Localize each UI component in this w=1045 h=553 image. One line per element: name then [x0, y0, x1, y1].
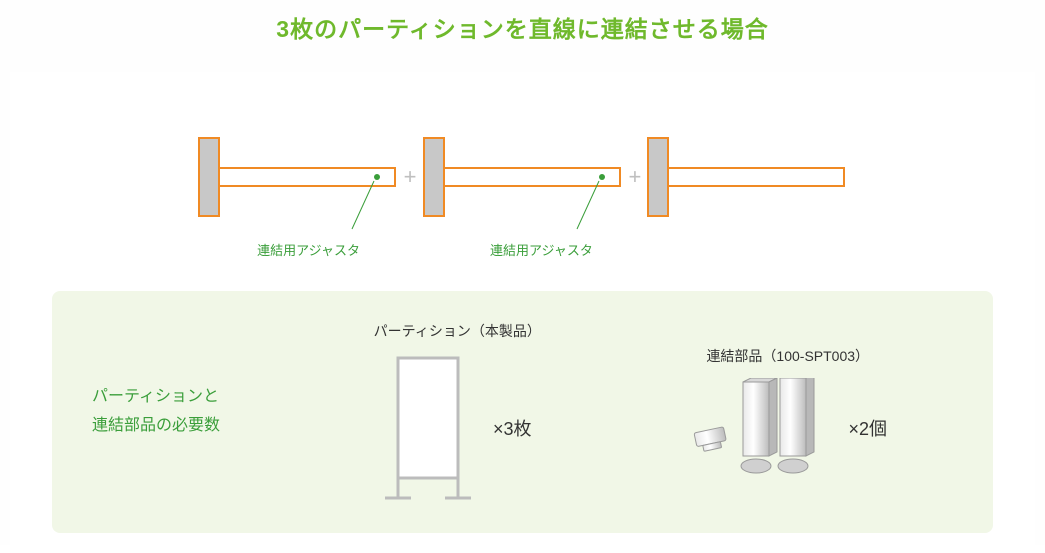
- partition-unit: [423, 137, 623, 217]
- main-area: + + 連結用アジャスタ 連結用アジャスタ パーティション: [10, 72, 1035, 553]
- adjuster-dot: [374, 174, 380, 180]
- partition-bar: [443, 167, 621, 187]
- parts-label-line2: 連結部品の必要数: [92, 417, 220, 434]
- adjuster-dot: [599, 174, 605, 180]
- partition-inner: ×3枚: [292, 353, 623, 503]
- diagram-row: + +: [10, 132, 1035, 222]
- page-container: 3枚のパーティションを直線に連結させる場合 +: [0, 0, 1045, 545]
- partition-bar: [667, 167, 845, 187]
- connector-inner: ×2個: [623, 378, 954, 478]
- partition-foot: [198, 137, 220, 217]
- partition-foot: [423, 137, 445, 217]
- partition-unit: [198, 137, 398, 217]
- page-title: 3枚のパーティションを直線に連結させる場合: [0, 10, 1045, 44]
- partition-unit: [647, 137, 847, 217]
- connector-icon: [688, 378, 828, 478]
- connector-qty: ×2個: [848, 415, 887, 441]
- partition-icon: [383, 353, 473, 503]
- partition-foot: [647, 137, 669, 217]
- callout-label: 連結用アジャスタ: [257, 240, 360, 259]
- connector-title: 連結部品（100-SPT003）: [623, 346, 954, 366]
- parts-label: パーティションと 連結部品の必要数: [92, 383, 292, 441]
- parts-label-line1: パーティションと: [92, 388, 219, 405]
- connector-column: 連結部品（100-SPT003）: [623, 346, 954, 478]
- partition-bar: [218, 167, 396, 187]
- partition-qty: ×3枚: [493, 415, 532, 441]
- partition-column: パーティション（本製品） ×3枚: [292, 321, 623, 503]
